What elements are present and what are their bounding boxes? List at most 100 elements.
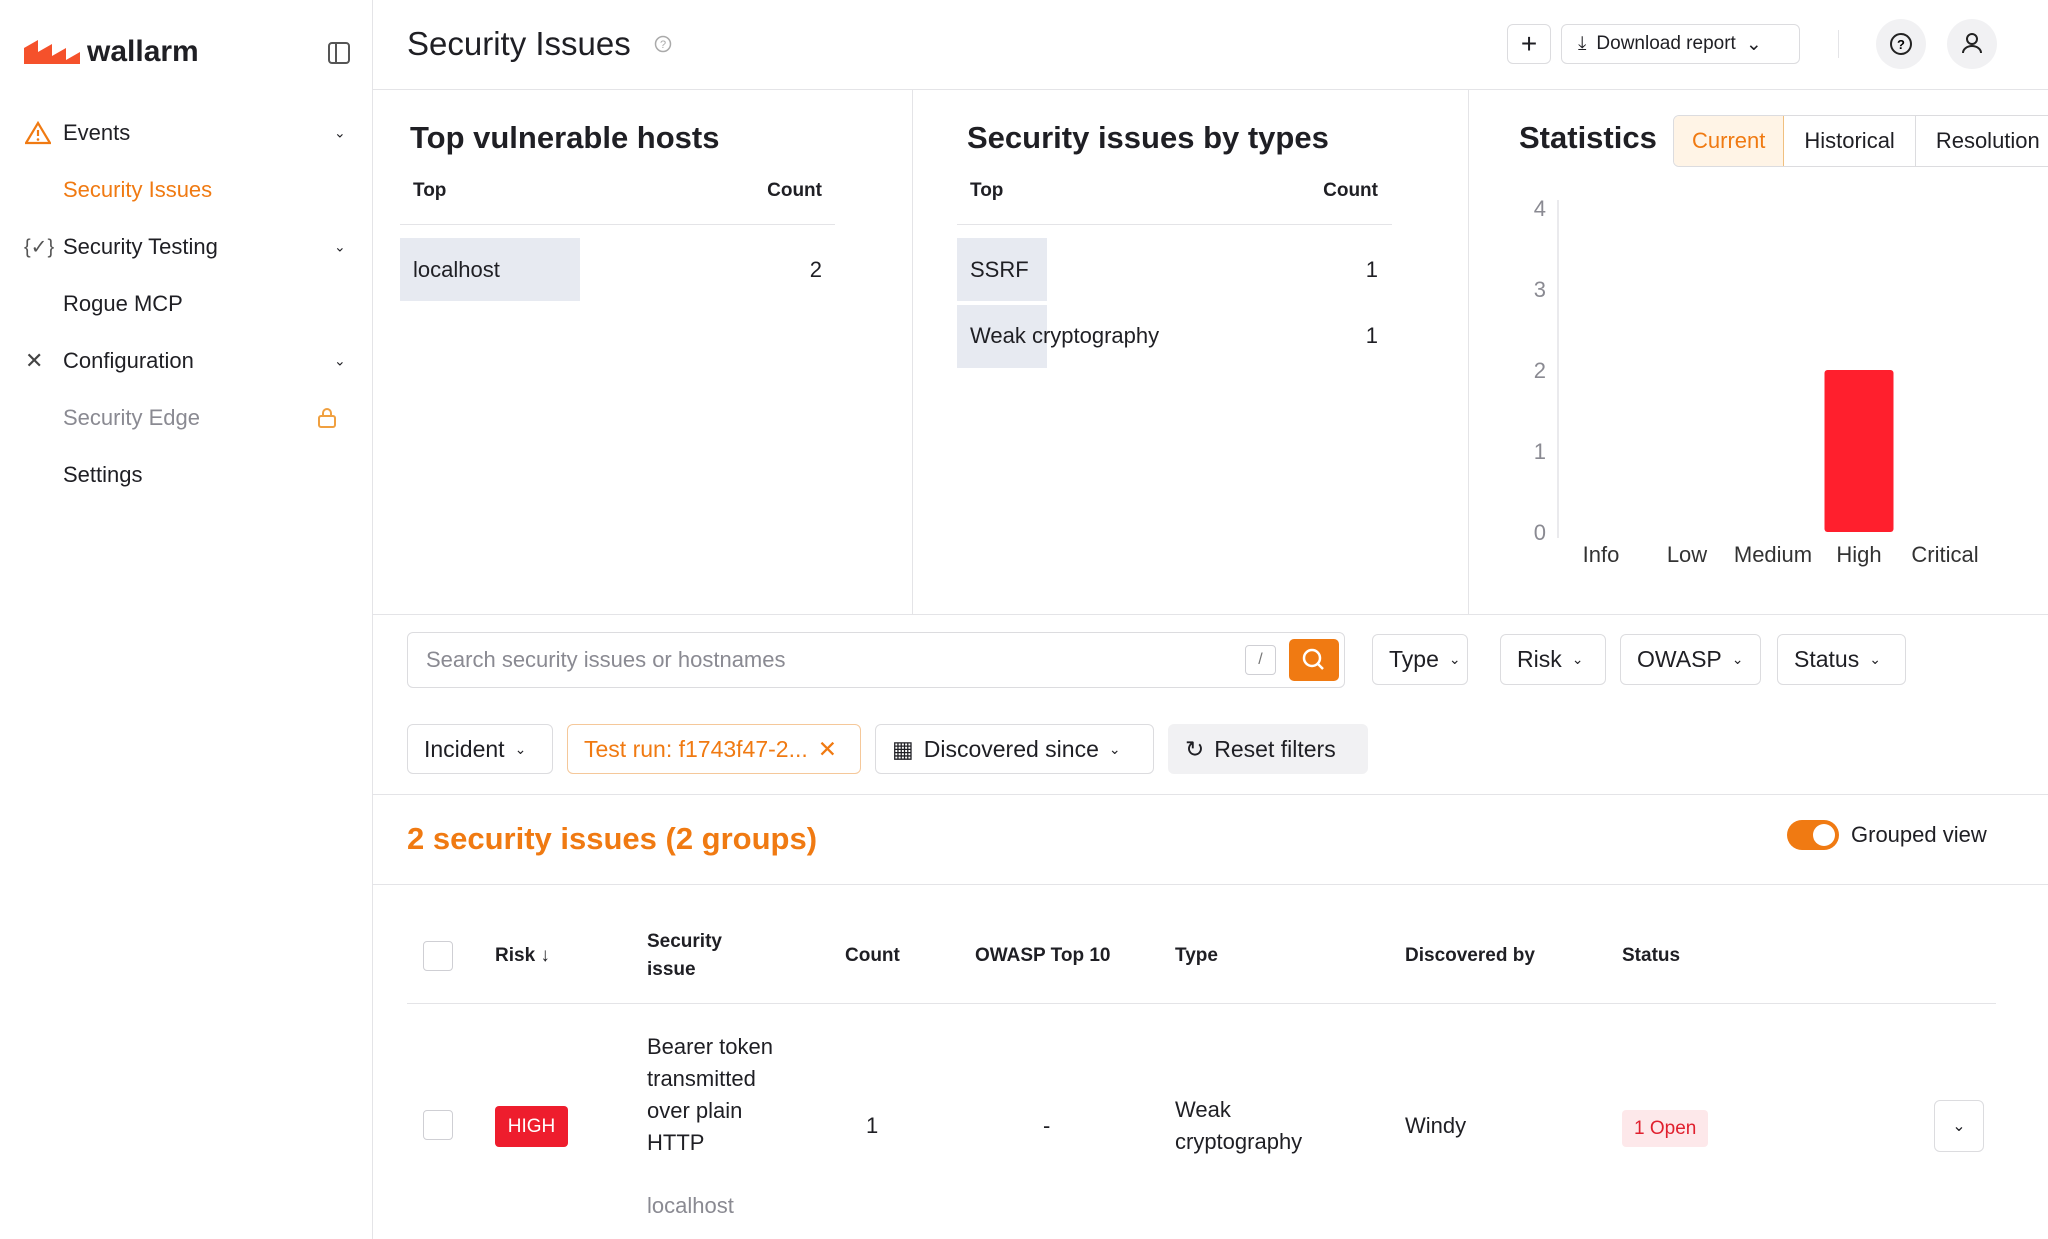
panel-title: Security issues by types bbox=[967, 120, 1329, 155]
chevron: ⌄ bbox=[514, 740, 527, 757]
testing-icon: {✓} bbox=[24, 236, 55, 259]
date-label: Discovered since bbox=[923, 735, 1099, 762]
chevron: ⌄ bbox=[1108, 740, 1121, 757]
column-header: Count bbox=[767, 180, 822, 201]
summary-title: 2 security issues (2 groups) bbox=[407, 821, 818, 856]
tabs: Current Historical Resolution bbox=[1673, 115, 2048, 167]
tab[interactable]: Historical bbox=[1784, 116, 1916, 166]
panel-title: Top vulnerable hosts bbox=[410, 120, 720, 155]
date-filter[interactable]: ▦ Discovered since ⌄ bbox=[875, 724, 1154, 774]
dropdown-label: Status bbox=[1794, 646, 1860, 672]
bar bbox=[1824, 370, 1894, 532]
filter-chip[interactable]: Test run: f1743f47-2... ✕ bbox=[567, 724, 861, 774]
expand-button[interactable]: ⌄ bbox=[1934, 1100, 1984, 1152]
issue-count: 1 bbox=[866, 1113, 879, 1138]
filter-dropdown[interactable]: Status ⌄ bbox=[1777, 634, 1906, 685]
filter-dropdown[interactable]: Incident ⌄ bbox=[407, 724, 553, 774]
nav-item[interactable]: Configuration bbox=[63, 348, 194, 373]
tab[interactable]: Resolution bbox=[1935, 128, 2040, 153]
collapse-icon[interactable] bbox=[328, 42, 350, 64]
chip-close[interactable]: ✕ bbox=[817, 735, 838, 762]
reset-label: Reset filters bbox=[1214, 735, 1336, 762]
issue-host: localhost bbox=[647, 1193, 734, 1218]
sidebar: wallarm Events Security Issues {✓} Secur… bbox=[0, 0, 373, 1239]
download-button[interactable]: ⤓ Download report ⌄ bbox=[1561, 24, 1800, 64]
row-label: localhost bbox=[413, 257, 500, 282]
checkbox[interactable] bbox=[423, 941, 453, 971]
column-header[interactable]: Risk ↓ bbox=[495, 945, 550, 966]
count-bar bbox=[957, 238, 1048, 301]
header-text: Risk bbox=[495, 945, 536, 966]
dropdown-label: Risk bbox=[1517, 646, 1562, 672]
column-header: Top bbox=[970, 180, 1004, 201]
issue-title[interactable]: Bearer token transmitted over plain HTTP bbox=[647, 1034, 773, 1155]
y-tick-label: 4 bbox=[1534, 196, 1546, 221]
shortcut-hint: / bbox=[1245, 645, 1276, 675]
help-button[interactable]: ? bbox=[1876, 19, 1926, 69]
nav-item[interactable]: Security Edge bbox=[63, 405, 200, 430]
count-bar bbox=[400, 238, 581, 301]
column-header: OWASP Top 10 bbox=[975, 945, 1111, 966]
filter-dropdown[interactable]: OWASP ⌄ bbox=[1620, 634, 1761, 685]
row-count: 2 bbox=[809, 257, 822, 282]
chevron[interactable]: ⌄ bbox=[334, 238, 346, 255]
page-title: Security Issues bbox=[407, 25, 631, 62]
reset-button[interactable]: ↻ Reset filters bbox=[1168, 724, 1368, 774]
y-tick-label: 2 bbox=[1534, 358, 1546, 383]
calendar-icon: ▦ bbox=[892, 735, 914, 762]
chevron: ⌄ bbox=[1731, 651, 1744, 667]
column-header: Count bbox=[845, 945, 900, 966]
checkbox[interactable] bbox=[423, 1110, 453, 1140]
logo-text: wallarm bbox=[87, 35, 199, 68]
help-icon[interactable]: ? bbox=[654, 35, 672, 53]
search-placeholder: Search security issues or hostnames bbox=[426, 647, 786, 672]
add-button[interactable]: + bbox=[1507, 24, 1551, 64]
chevron[interactable]: ⌄ bbox=[334, 124, 346, 141]
download-label: Download report bbox=[1596, 33, 1736, 54]
x-tick-label: Low bbox=[1667, 542, 1707, 567]
toggle[interactable] bbox=[1787, 820, 1839, 850]
lock-icon bbox=[318, 408, 336, 428]
column-header: Discovered by bbox=[1405, 945, 1535, 966]
filter-dropdown[interactable]: Risk ⌄ bbox=[1500, 634, 1606, 685]
panel-title: Statistics bbox=[1519, 120, 1657, 155]
dropdown-label: OWASP bbox=[1637, 646, 1722, 672]
svg-text:?: ? bbox=[660, 39, 666, 51]
dropdown-label: Type bbox=[1389, 646, 1439, 672]
nav-item[interactable]: Rogue MCP bbox=[63, 291, 183, 316]
nav-item[interactable]: Settings bbox=[63, 462, 143, 487]
y-tick-label: 3 bbox=[1534, 277, 1546, 302]
discovered-by: Windy bbox=[1405, 1113, 1467, 1138]
nav-item[interactable]: Events bbox=[63, 120, 131, 145]
column-header: Security issue bbox=[647, 931, 722, 980]
x-tick-label: Medium bbox=[1734, 542, 1812, 567]
x-tick-label: High bbox=[1836, 542, 1881, 567]
filter-dropdown[interactable]: Type ⌄ bbox=[1372, 634, 1468, 685]
row-count: 1 bbox=[1365, 323, 1378, 348]
search-box[interactable] bbox=[407, 632, 1345, 688]
y-tick-label: 0 bbox=[1534, 520, 1546, 545]
chip-label: Test run: f1743f47-2... bbox=[584, 735, 808, 762]
nav-item[interactable]: Security Testing bbox=[63, 234, 218, 259]
row-count: 1 bbox=[1365, 257, 1378, 282]
column-header: Status bbox=[1622, 945, 1681, 966]
tab[interactable]: Current bbox=[1674, 116, 1785, 166]
chevron: ⌄ bbox=[1448, 651, 1461, 667]
dropdown-label: Incident bbox=[424, 735, 505, 762]
row-label: SSRF bbox=[970, 257, 1029, 282]
search-button[interactable] bbox=[1289, 639, 1339, 681]
user-button[interactable] bbox=[1947, 19, 1997, 69]
x-tick-label: Info bbox=[1583, 542, 1620, 567]
column-header: Count bbox=[1323, 180, 1378, 201]
svg-text:?: ? bbox=[1897, 37, 1905, 52]
nav-item[interactable]: Security Issues bbox=[63, 177, 213, 202]
row-label: Weak cryptography bbox=[970, 323, 1160, 348]
chart: 0 1 2 3 4 Info Low Medium High Critical bbox=[1534, 196, 1979, 567]
reset-icon: ↻ bbox=[1185, 735, 1205, 762]
count-bar bbox=[957, 305, 1048, 368]
column-header: Type bbox=[1175, 945, 1218, 966]
chevron: ⌄ bbox=[1745, 33, 1762, 55]
chevron[interactable]: ⌄ bbox=[334, 352, 346, 369]
chevron: ⌄ bbox=[1571, 651, 1584, 667]
